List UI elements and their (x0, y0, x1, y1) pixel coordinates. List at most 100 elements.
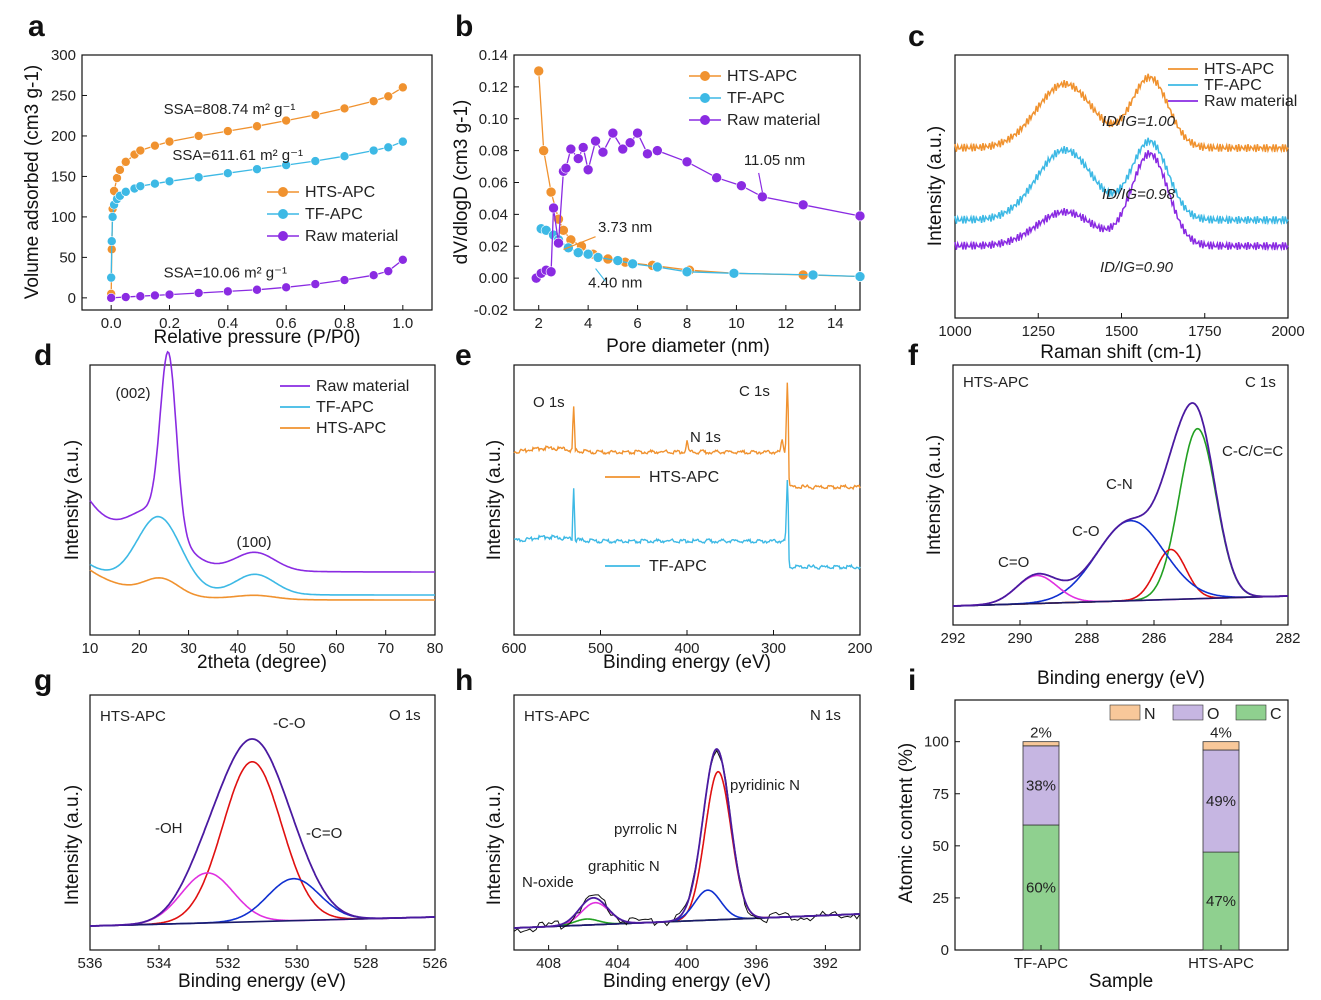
data-point-TF-APC (612, 255, 624, 266)
data-point-HTS-APC (115, 165, 125, 175)
data-point-Raw material (281, 282, 291, 293)
data-point-Raw material (757, 191, 768, 203)
panel-label-g: g (34, 664, 52, 697)
y-tick-label: 0.08 (479, 143, 508, 160)
data-point-TF-APC (252, 164, 262, 174)
data-point-Raw material (310, 279, 321, 289)
x-axis-label: Binding energy (eV) (1037, 668, 1205, 689)
data-point-TF-APC (106, 236, 117, 246)
legend-b-raw-label: Raw material (727, 112, 820, 129)
x-tick-label: 500 (588, 640, 613, 657)
data-point-HTS-APC (545, 186, 557, 198)
peak-label: N 1s (690, 429, 721, 446)
legend-a-hts-marker (278, 187, 288, 197)
data-point-Raw material (383, 266, 394, 276)
xrd-curve-Raw material (89, 350, 435, 573)
peak-label: O 1s (533, 394, 565, 411)
peak-label: (100) (236, 534, 271, 551)
x-tick-label: 282 (1275, 630, 1300, 647)
y-tick-label: 100 (51, 209, 76, 226)
data-point-Raw material (681, 156, 693, 168)
y-tick-label: 0.04 (479, 206, 508, 223)
data-point-Raw material (553, 237, 564, 249)
peak-label: (002) (115, 385, 150, 402)
x-tick-label: 288 (1074, 630, 1099, 647)
bar-label: 4% (1210, 725, 1232, 742)
x-tick-label: 286 (1141, 630, 1166, 647)
x-axis-label: 2theta (degree) (197, 652, 327, 673)
y-tick-label: 0.06 (479, 175, 508, 192)
y-tick-label: 0.14 (479, 47, 508, 64)
data-point-TF-APC (310, 156, 321, 166)
x-tick-label: 1500 (1105, 323, 1138, 340)
data-point-TF-APC (807, 269, 819, 281)
panel-label-b: b (455, 10, 473, 43)
data-point-TF-APC (652, 261, 663, 273)
data-point-Raw material (548, 202, 559, 214)
data-point-HTS-APC (112, 173, 122, 183)
peak-label: C-C/C=C (1222, 443, 1283, 460)
sample-label: HTS-APC (100, 708, 166, 725)
data-point-Raw material (223, 286, 233, 297)
data-point-TF-APC (572, 247, 584, 258)
x-axis-label: Binding energy (eV) (178, 971, 346, 992)
region-label: O 1s (389, 707, 421, 724)
ssa-annotation: SSA=10.06 m² g⁻¹ (164, 265, 287, 282)
x-tick-label: 2000 (1271, 323, 1304, 340)
peak-label: -C-O (273, 715, 306, 732)
x-tick-label: 30 (180, 640, 197, 657)
y-tick-label: 50 (932, 838, 949, 855)
x-tick-label: 10 (728, 315, 745, 332)
ratio-annotation: ID/IG=0.98 (1102, 186, 1176, 203)
x-tick-label: 526 (422, 955, 447, 972)
y-axis-label: dV/dlogD (cm3 g-1) (451, 100, 472, 265)
legend-c-hts-label: HTS-APC (1204, 61, 1274, 78)
x-tick-label: 2 (535, 315, 543, 332)
x-tick-label: 40 (230, 640, 247, 657)
data-point-HTS-APC (398, 82, 408, 93)
plot-frame-a (81, 54, 433, 311)
panel-a (81, 54, 433, 311)
data-point-Raw material (135, 291, 146, 302)
data-point-Raw material (624, 137, 636, 148)
data-point-Raw material (164, 289, 175, 300)
bar-segment-C (1202, 851, 1240, 951)
data-point-TF-APC (135, 181, 146, 191)
data-point-TF-APC (193, 172, 204, 183)
xrd-curve-TF-APC (89, 515, 435, 596)
panel-g (89, 694, 436, 951)
data-point-Raw material (617, 143, 629, 155)
bar-segment-N (1022, 741, 1060, 747)
y-tick-label: 25 (932, 890, 949, 907)
x-tick-label: 0.8 (334, 315, 355, 332)
x-tick-label: 12 (778, 315, 795, 332)
legend-b-tf-marker (700, 93, 710, 103)
plot-frame-d (89, 364, 436, 636)
x-tick-label: 408 (536, 955, 561, 972)
legend-e-hts-label: HTS-APC (649, 469, 719, 486)
y-axis-label: Intensity (a.u.) (62, 785, 83, 905)
data-point-Raw material (545, 266, 557, 278)
x-tick-label: 80 (427, 640, 444, 657)
ssa-annotation: SSA=808.74 m² g⁻¹ (164, 101, 296, 118)
x-tick-label: 0.2 (159, 315, 180, 332)
x-tick-label: 1750 (1188, 323, 1221, 340)
legend-e-tf-label: TF-APC (649, 558, 707, 575)
x-tick-label: 400 (674, 640, 699, 657)
x-tick-label: 284 (1208, 630, 1233, 647)
x-tick-label: 1.0 (392, 315, 413, 332)
panel-label-a: a (28, 10, 45, 43)
x-tick-label: 392 (813, 955, 838, 972)
data-point-Raw material (565, 143, 577, 155)
data-point-HTS-APC (383, 91, 394, 102)
bar-segment-N (1202, 741, 1240, 751)
plot-frame-e (513, 364, 861, 636)
panel-label-i: i (908, 664, 916, 697)
data-point-Raw material (797, 199, 809, 211)
panel-label-d: d (34, 339, 52, 372)
raman-curve-Raw material (954, 150, 1289, 252)
data-point-TF-APC (106, 272, 116, 283)
fit-envelope-h (514, 748, 860, 929)
y-axis-label: Volume adsorbed (cm3 g-1) (22, 65, 43, 299)
x-tick-label: 6 (633, 315, 641, 332)
